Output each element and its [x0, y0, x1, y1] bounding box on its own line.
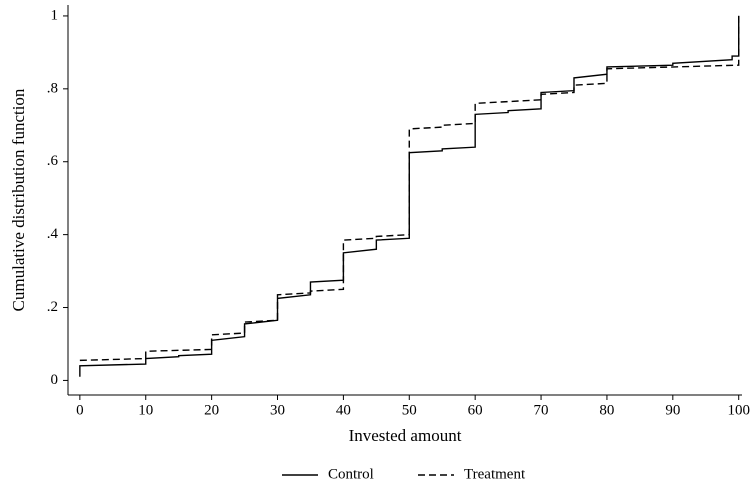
- y-tick-label: 1: [51, 7, 59, 23]
- y-tick-label: .6: [47, 153, 59, 169]
- x-tick-label: 0: [76, 402, 84, 418]
- y-axis-label: Cumulative distribution function: [9, 88, 28, 311]
- legend-label: Treatment: [464, 466, 526, 482]
- x-tick-label: 80: [599, 402, 614, 418]
- x-tick-label: 40: [336, 402, 351, 418]
- legend-label: Control: [328, 466, 374, 482]
- y-tick-label: .2: [47, 299, 58, 315]
- x-tick-label: 10: [138, 402, 153, 418]
- y-tick-label: .8: [47, 80, 58, 96]
- x-tick-label: 30: [270, 402, 285, 418]
- x-tick-label: 20: [204, 402, 219, 418]
- series-line: [79, 15, 740, 362]
- x-axis-label: Invested amount: [349, 426, 462, 445]
- y-tick-label: 0: [51, 372, 59, 388]
- x-tick-label: 70: [534, 402, 549, 418]
- x-tick-label: 60: [468, 402, 483, 418]
- x-tick-label: 100: [727, 402, 750, 418]
- y-tick-label: .4: [47, 226, 59, 242]
- x-tick-label: 50: [402, 402, 417, 418]
- x-tick-label: 90: [665, 402, 680, 418]
